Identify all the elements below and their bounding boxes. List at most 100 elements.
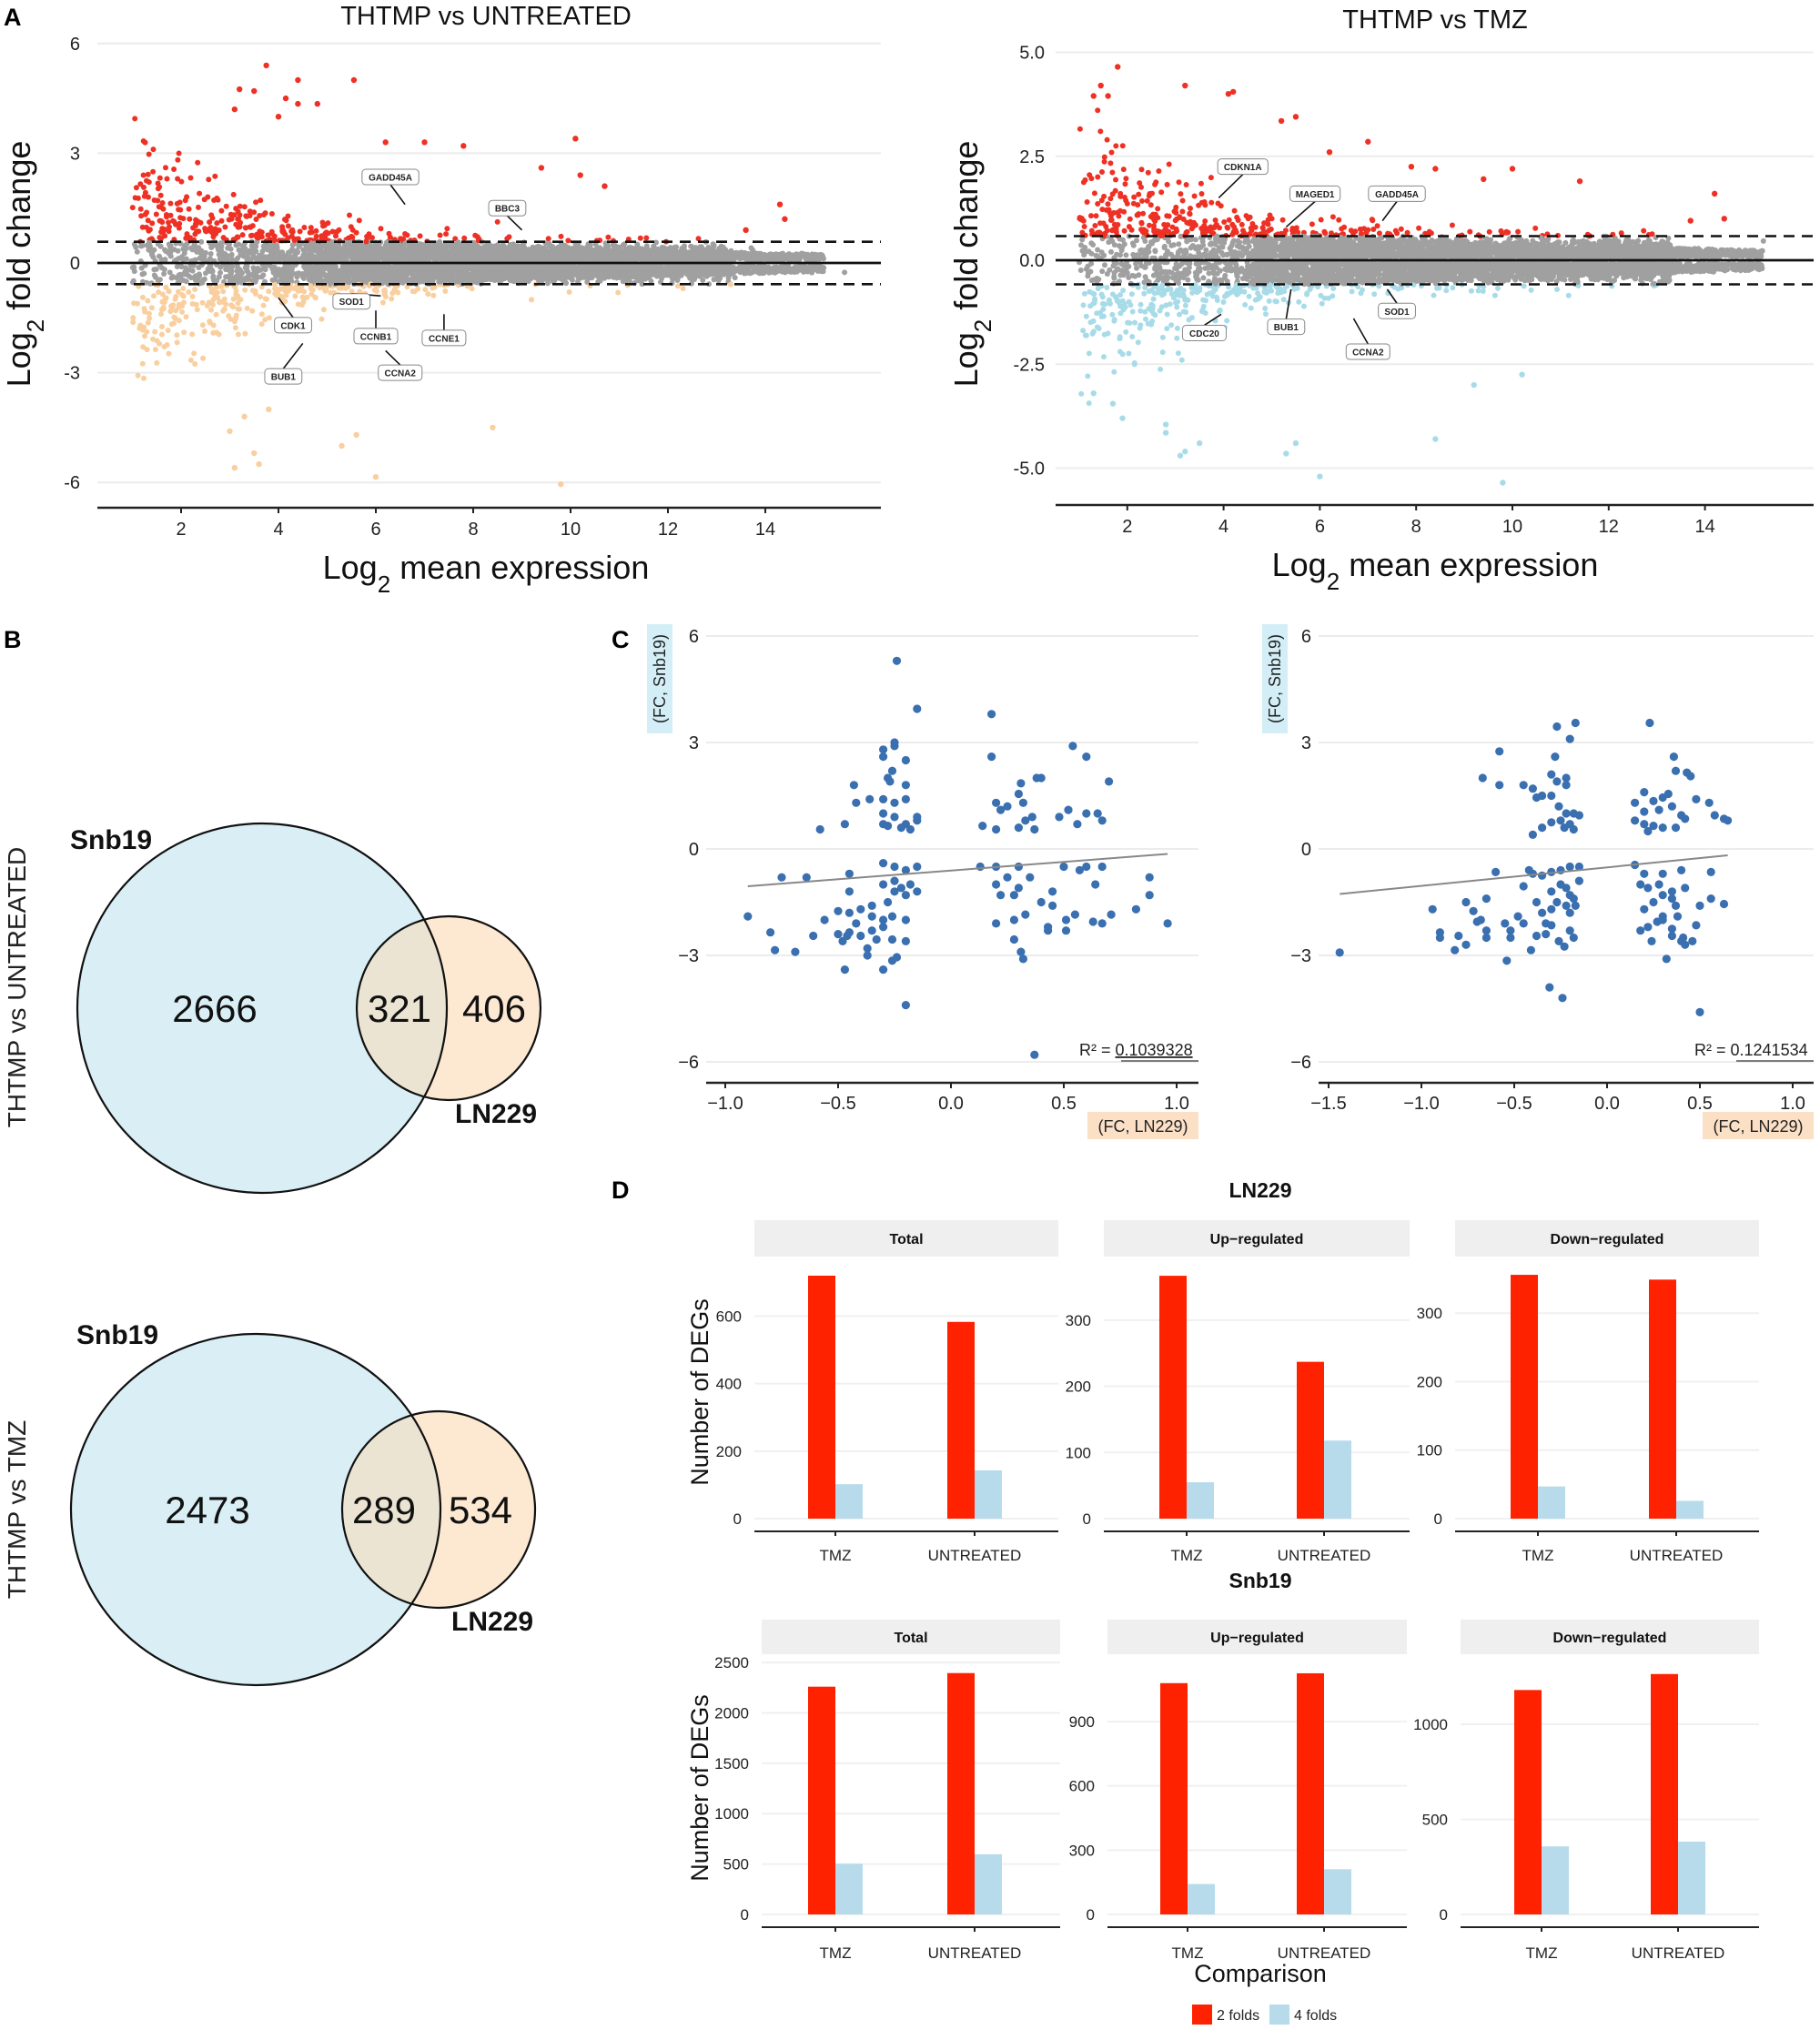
data-point: [215, 295, 221, 301]
data-point: [276, 256, 282, 262]
data-point: [494, 218, 500, 225]
data-point: [168, 321, 175, 328]
data-point: [244, 266, 249, 272]
data-point: [615, 289, 622, 296]
data-point: [281, 285, 288, 291]
data-point: [325, 230, 331, 237]
data-point: [167, 253, 174, 259]
data-point: [157, 253, 162, 259]
data-point: [131, 300, 137, 307]
data-point: [443, 231, 450, 237]
data-point: [168, 304, 175, 310]
data-point: [140, 344, 147, 350]
data-point: [148, 305, 155, 311]
data-point: [249, 308, 256, 314]
data-point: [150, 336, 157, 342]
data-point: [295, 301, 301, 308]
data-point: [147, 239, 152, 246]
data-point: [284, 278, 290, 284]
data-point: [237, 203, 243, 209]
data-point: [236, 241, 242, 247]
data-point: [133, 185, 139, 191]
data-point: [170, 217, 177, 224]
data-point: [404, 284, 410, 290]
panel-letter-c: C: [612, 626, 630, 653]
data-point: [417, 233, 423, 239]
data-point: [164, 176, 170, 182]
data-point: [389, 296, 395, 302]
data-point: [177, 199, 183, 206]
data-point: [279, 226, 286, 232]
data-point: [297, 228, 303, 235]
data-point: [161, 271, 167, 277]
data-point: [192, 287, 198, 292]
data-point: [176, 288, 181, 295]
data-point: [146, 194, 151, 200]
data-point: [194, 307, 200, 313]
data-point: [130, 278, 136, 284]
data-point: [300, 247, 307, 253]
data-point: [189, 293, 196, 299]
data-point: [157, 192, 164, 198]
data-point: [378, 226, 384, 232]
data-point: [366, 231, 372, 237]
data-point: [566, 289, 572, 295]
data-point: [207, 219, 213, 226]
data-point: [205, 194, 211, 200]
data-point: [158, 331, 165, 338]
data-point: [144, 347, 150, 353]
data-point: [220, 252, 227, 258]
data-point: [186, 289, 192, 295]
data-point: [187, 216, 193, 222]
data-point: [273, 242, 278, 248]
data-point: [237, 278, 243, 285]
data-point: [299, 273, 306, 279]
data-point: [210, 289, 217, 295]
data-point: [151, 293, 157, 299]
data-point: [199, 299, 206, 306]
data-point: [208, 307, 214, 313]
data-point: [252, 291, 258, 297]
data-point: [235, 293, 241, 299]
data-point: [132, 116, 138, 122]
data-point: [201, 258, 207, 263]
data-point: [189, 331, 196, 338]
data-point: [210, 273, 217, 279]
data-point: [244, 305, 250, 311]
data-point: [177, 220, 183, 227]
data-point: [223, 203, 229, 209]
data-point: [266, 288, 272, 295]
data-point: [242, 330, 248, 337]
data-point: [268, 242, 274, 248]
data-point: [156, 289, 162, 296]
data-point: [402, 231, 409, 237]
data-point: [227, 273, 232, 279]
data-point: [171, 314, 177, 320]
data-point: [180, 286, 187, 291]
data-point: [150, 254, 157, 260]
data-point: [183, 278, 189, 285]
data-point: [169, 273, 176, 279]
data-point: [220, 308, 227, 314]
data-point: [301, 225, 308, 230]
data-point: [174, 339, 180, 346]
data-point: [288, 264, 295, 270]
data-point: [301, 288, 308, 295]
data-point: [218, 207, 225, 214]
data-point: [444, 226, 450, 232]
data-point: [145, 171, 151, 177]
data-point: [207, 318, 213, 325]
panel-letter-b: B: [4, 626, 22, 653]
data-point: [228, 256, 235, 262]
data-point: [141, 270, 147, 277]
data-point: [411, 288, 418, 295]
data-point: [347, 212, 352, 218]
data-point: [258, 294, 264, 300]
data-point: [140, 172, 147, 178]
data-point: [157, 175, 163, 181]
data-point: [147, 227, 153, 233]
data-point: [199, 322, 206, 328]
data-point: [166, 288, 172, 295]
data-point: [183, 314, 189, 320]
data-point: [192, 243, 198, 249]
